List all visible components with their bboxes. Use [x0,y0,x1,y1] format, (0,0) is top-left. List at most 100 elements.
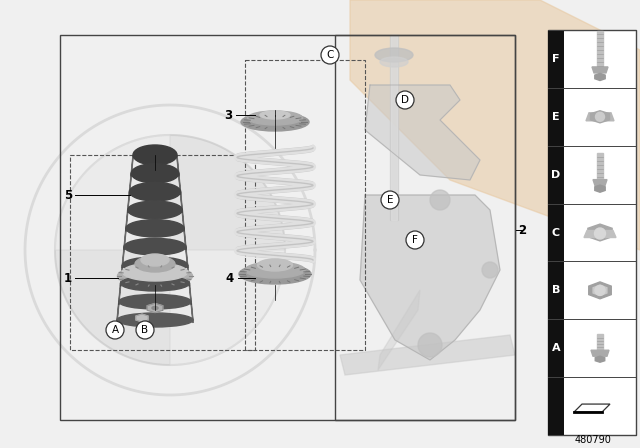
Polygon shape [124,228,126,250]
Text: F: F [412,235,418,245]
Bar [335,35,515,420]
Ellipse shape [380,57,408,67]
Text: D: D [401,95,409,105]
Text: D: D [552,170,561,180]
Circle shape [321,46,339,64]
Ellipse shape [127,201,182,219]
Polygon shape [350,0,640,250]
Text: B: B [141,325,148,335]
Text: A: A [111,325,118,335]
Ellipse shape [120,276,189,291]
Circle shape [381,191,399,209]
Polygon shape [595,356,605,362]
Bar [60,35,515,420]
Polygon shape [131,155,133,177]
Ellipse shape [124,238,186,255]
Polygon shape [597,334,603,350]
Ellipse shape [129,182,180,201]
Polygon shape [589,282,611,299]
Text: 3: 3 [224,108,232,121]
Polygon shape [591,111,609,123]
Polygon shape [390,35,398,220]
Polygon shape [136,314,148,322]
Circle shape [418,333,442,357]
Polygon shape [147,303,163,313]
Ellipse shape [375,48,413,62]
Polygon shape [55,135,170,250]
Polygon shape [170,250,285,365]
Text: 480790: 480790 [575,435,611,445]
Polygon shape [588,224,612,241]
Circle shape [406,231,424,249]
Text: 2: 2 [518,224,526,237]
Polygon shape [340,335,515,375]
Polygon shape [593,285,607,296]
Ellipse shape [248,111,303,125]
Bar [548,30,636,435]
Circle shape [430,190,450,210]
Circle shape [396,91,414,109]
Polygon shape [184,228,186,250]
Polygon shape [186,247,188,268]
Ellipse shape [122,263,188,281]
Polygon shape [182,210,184,231]
Ellipse shape [135,256,175,272]
Bar [70,155,255,350]
Bar [548,88,564,146]
Polygon shape [117,302,119,323]
Polygon shape [378,290,420,370]
Circle shape [595,285,605,295]
Ellipse shape [260,111,290,119]
Ellipse shape [133,145,177,165]
Ellipse shape [241,113,309,131]
Circle shape [482,262,498,278]
Polygon shape [188,265,189,286]
Ellipse shape [122,257,188,273]
Polygon shape [591,350,609,356]
Polygon shape [119,283,120,305]
Polygon shape [595,185,605,192]
Circle shape [106,321,124,339]
Ellipse shape [245,262,305,278]
Polygon shape [360,195,500,360]
Polygon shape [391,35,397,220]
Polygon shape [595,73,605,81]
Polygon shape [365,85,480,180]
Polygon shape [597,153,603,180]
Bar [548,377,564,435]
Polygon shape [593,180,607,185]
Polygon shape [55,250,170,365]
Text: 1: 1 [64,271,72,284]
Ellipse shape [152,306,158,310]
Ellipse shape [257,259,292,271]
Polygon shape [170,135,285,250]
Bar [548,146,564,203]
Polygon shape [597,31,603,67]
Bar [245,60,365,350]
Polygon shape [584,231,616,237]
Polygon shape [574,404,610,412]
Circle shape [136,321,154,339]
Polygon shape [122,247,124,268]
Ellipse shape [119,294,191,309]
Text: C: C [552,228,560,237]
Text: C: C [326,50,333,60]
Polygon shape [191,302,193,323]
Polygon shape [586,113,614,121]
Bar [548,262,564,319]
Circle shape [595,228,605,239]
Polygon shape [177,155,179,177]
Text: 5: 5 [64,189,72,202]
Text: F: F [552,54,560,64]
Bar [548,30,564,88]
Polygon shape [189,283,191,305]
Ellipse shape [239,264,311,284]
Polygon shape [126,210,127,231]
Text: E: E [387,195,393,205]
Polygon shape [129,173,131,195]
Text: A: A [552,343,560,353]
Text: 4: 4 [226,271,234,284]
Polygon shape [179,173,180,195]
Bar [548,203,564,262]
Circle shape [595,112,605,121]
